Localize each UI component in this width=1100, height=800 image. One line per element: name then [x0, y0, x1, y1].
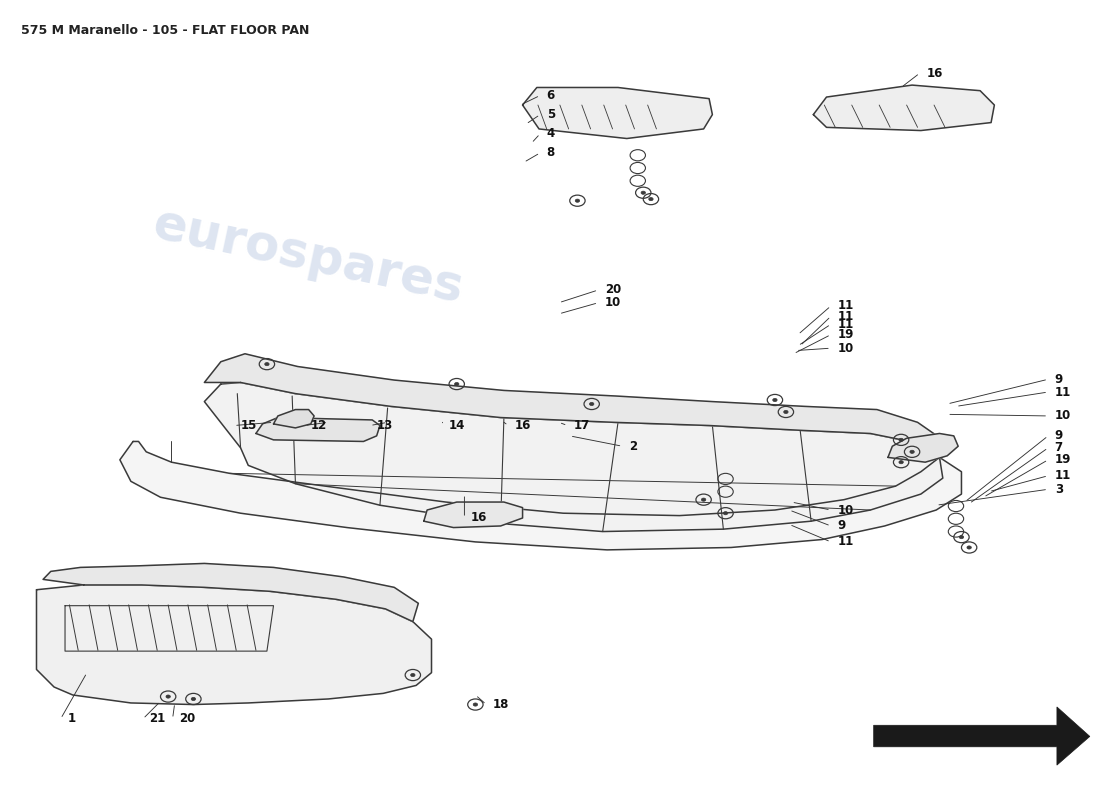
- Circle shape: [641, 191, 646, 194]
- Circle shape: [166, 695, 170, 698]
- Circle shape: [772, 398, 777, 402]
- Circle shape: [724, 512, 728, 515]
- Circle shape: [265, 362, 269, 366]
- Circle shape: [575, 199, 580, 202]
- Polygon shape: [424, 502, 522, 527]
- Text: 11: 11: [837, 299, 854, 313]
- Text: eurospares: eurospares: [521, 429, 842, 531]
- Text: 9: 9: [1055, 373, 1063, 386]
- Polygon shape: [274, 410, 315, 428]
- Circle shape: [910, 450, 914, 454]
- Circle shape: [783, 410, 788, 414]
- Polygon shape: [522, 87, 713, 138]
- Circle shape: [191, 698, 196, 701]
- Circle shape: [702, 498, 706, 502]
- Text: 11: 11: [837, 310, 854, 322]
- Text: 21: 21: [150, 712, 166, 726]
- Polygon shape: [888, 434, 958, 462]
- Polygon shape: [43, 563, 418, 622]
- Text: 10: 10: [1055, 410, 1071, 422]
- Text: 6: 6: [547, 89, 556, 102]
- Text: 10: 10: [837, 342, 854, 354]
- Text: 4: 4: [547, 127, 556, 140]
- Polygon shape: [205, 354, 943, 458]
- Polygon shape: [205, 382, 943, 531]
- Text: 8: 8: [547, 146, 556, 159]
- Text: 20: 20: [605, 283, 621, 297]
- Circle shape: [410, 674, 415, 677]
- Text: 575 M Maranello - 105 - FLAT FLOOR PAN: 575 M Maranello - 105 - FLAT FLOOR PAN: [21, 24, 309, 37]
- Text: 16: 16: [471, 511, 487, 525]
- Circle shape: [473, 703, 477, 706]
- Text: 13: 13: [376, 419, 393, 432]
- Text: 14: 14: [449, 419, 465, 432]
- Text: 1: 1: [67, 712, 75, 726]
- Polygon shape: [813, 85, 994, 130]
- Text: eurospares: eurospares: [148, 200, 469, 313]
- Text: 2: 2: [629, 440, 637, 453]
- Circle shape: [959, 535, 964, 538]
- Polygon shape: [36, 585, 431, 705]
- Text: 16: 16: [515, 419, 531, 432]
- Polygon shape: [873, 707, 1090, 765]
- Text: 18: 18: [493, 698, 509, 711]
- Text: 19: 19: [1055, 454, 1071, 466]
- Text: 11: 11: [1055, 470, 1071, 482]
- Text: 11: 11: [837, 535, 854, 549]
- Text: 7: 7: [1055, 442, 1063, 454]
- Text: 15: 15: [241, 419, 257, 432]
- Polygon shape: [256, 418, 380, 442]
- Text: 5: 5: [547, 108, 556, 121]
- Text: 10: 10: [837, 503, 854, 517]
- Text: 19: 19: [837, 328, 854, 341]
- Text: 11: 11: [1055, 386, 1071, 398]
- Circle shape: [649, 198, 653, 201]
- Circle shape: [590, 402, 594, 406]
- Polygon shape: [120, 442, 961, 550]
- Text: 16: 16: [926, 66, 943, 80]
- Circle shape: [899, 438, 903, 442]
- Text: 17: 17: [574, 419, 591, 432]
- Text: 20: 20: [179, 712, 196, 726]
- Text: 10: 10: [605, 296, 621, 310]
- Text: 3: 3: [1055, 482, 1063, 496]
- Text: 11: 11: [837, 318, 854, 330]
- Text: 9: 9: [1055, 430, 1063, 442]
- Text: 12: 12: [311, 419, 327, 432]
- Circle shape: [967, 546, 971, 549]
- Text: 9: 9: [837, 519, 846, 533]
- Circle shape: [899, 461, 903, 464]
- Circle shape: [454, 382, 459, 386]
